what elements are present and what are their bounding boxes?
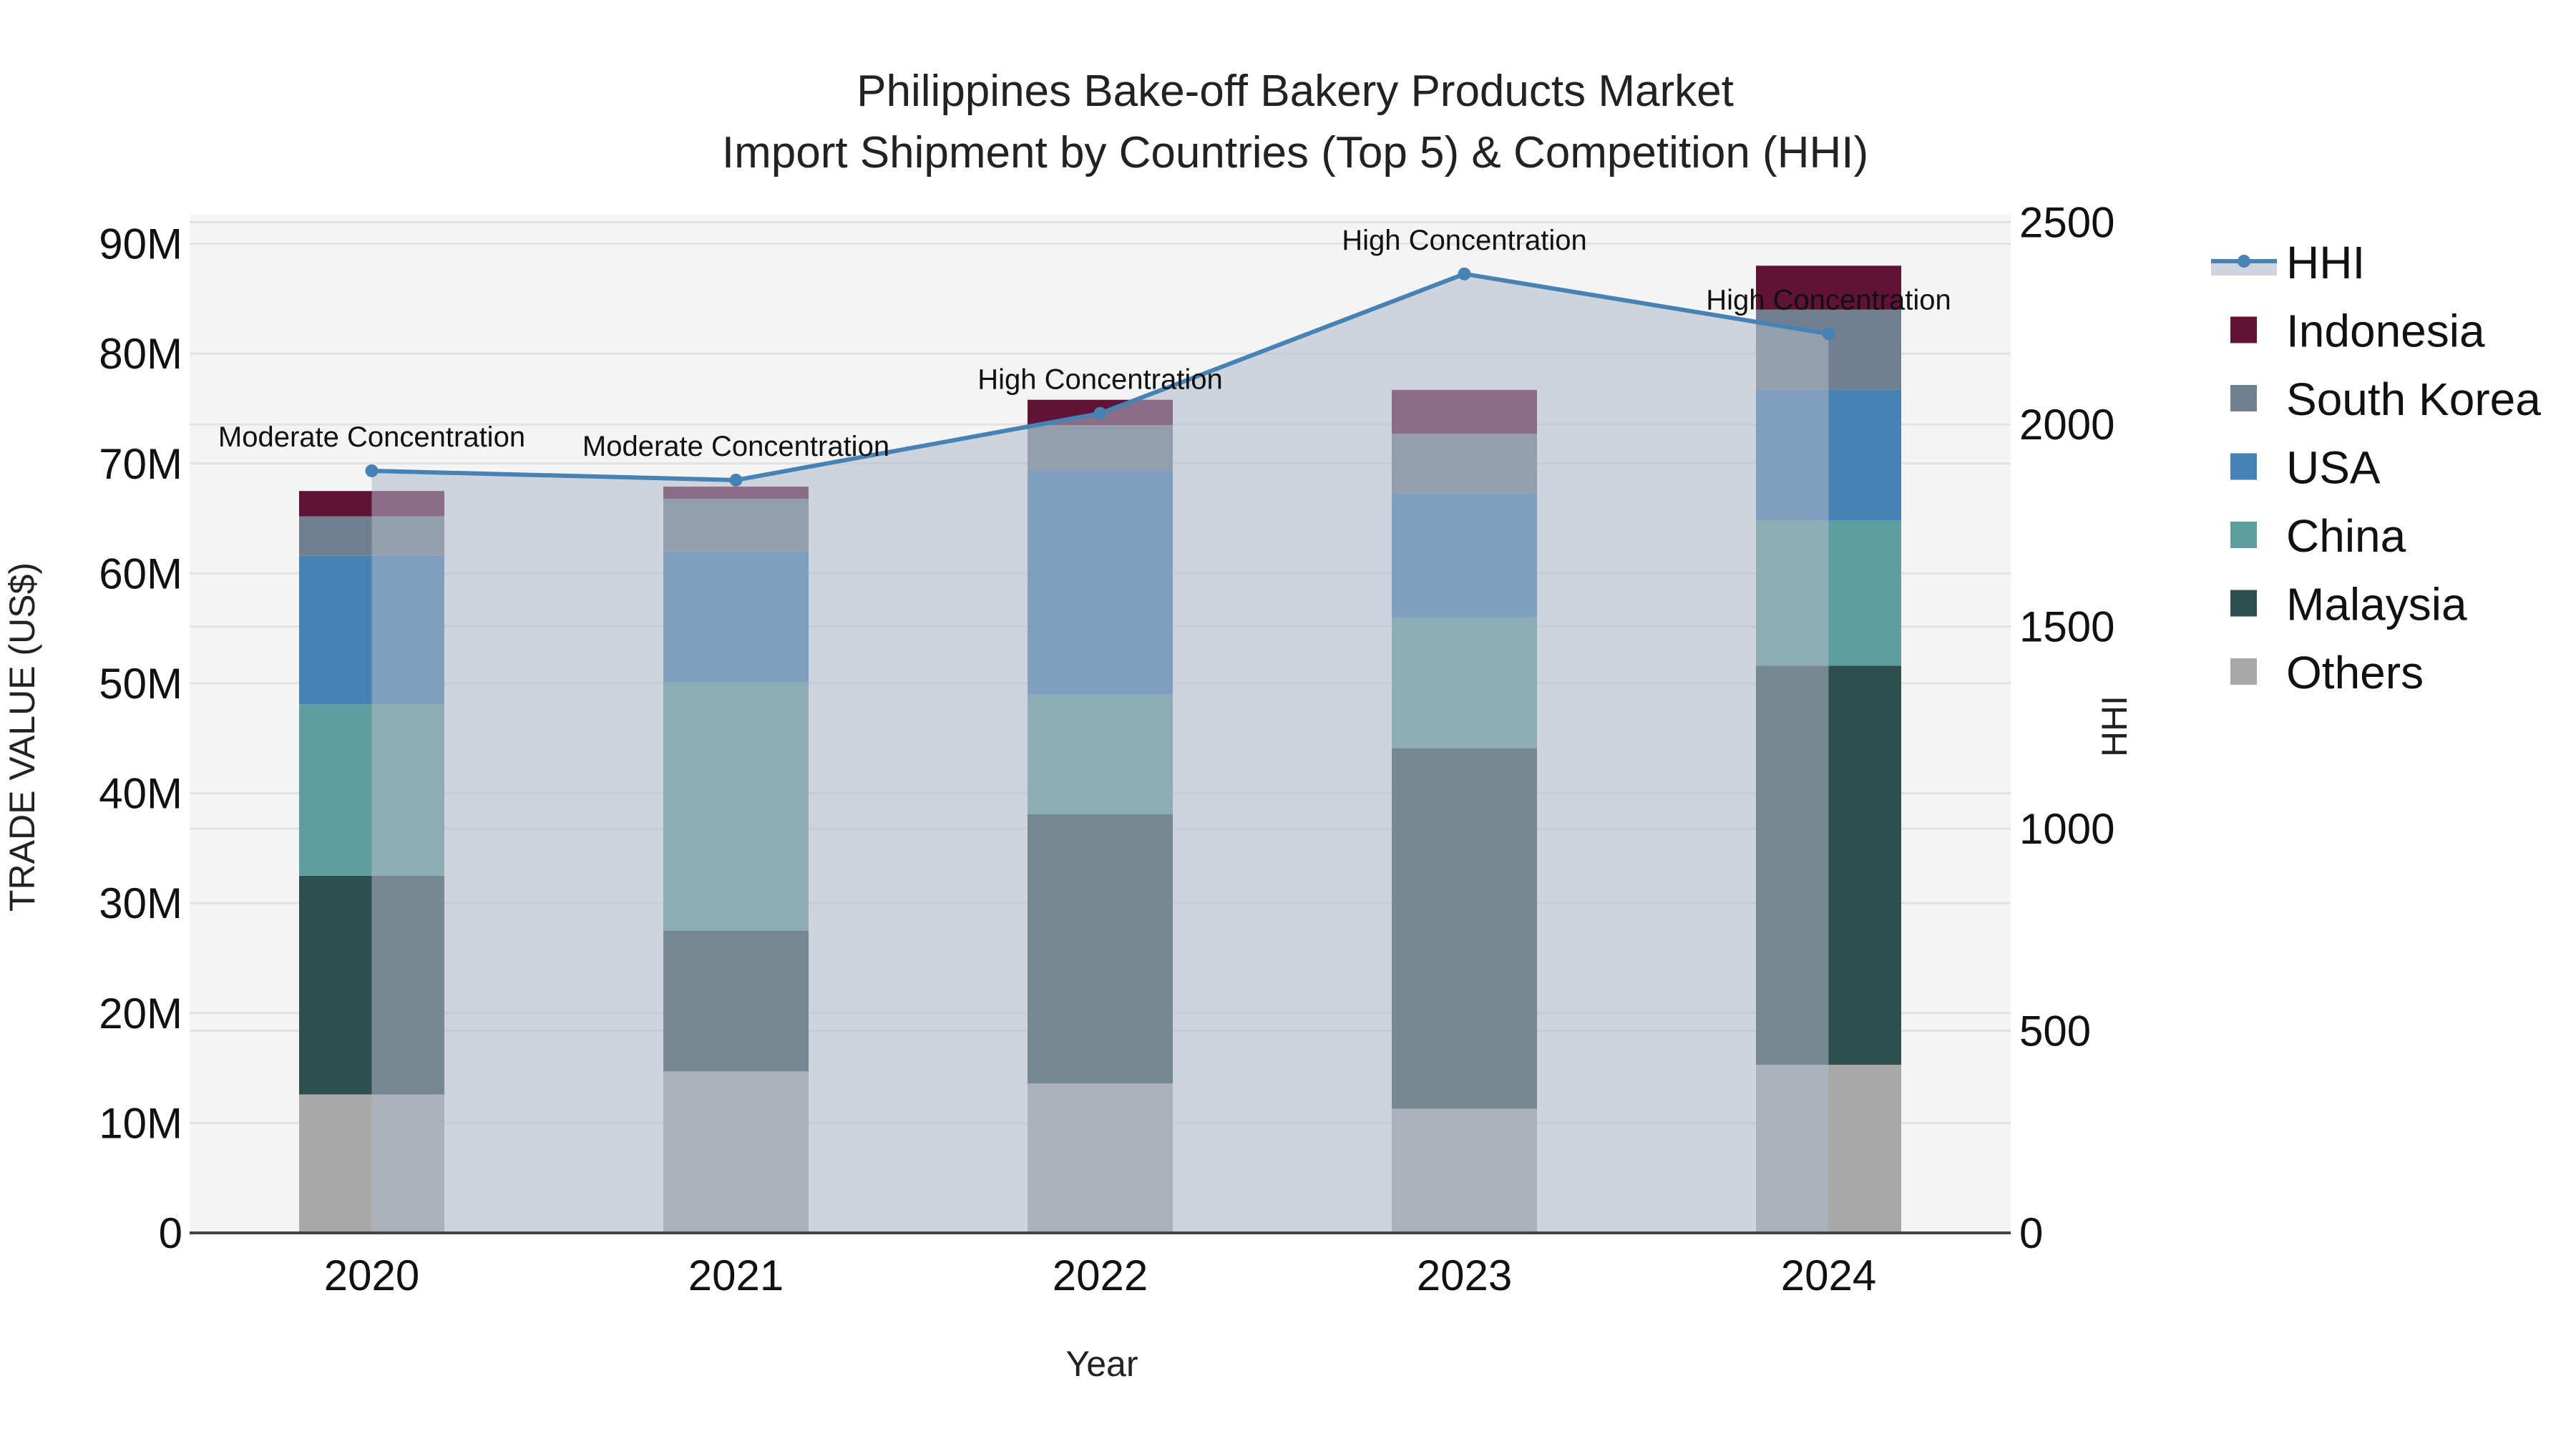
- y-tick-label: 0: [159, 1209, 182, 1257]
- legend-item-others[interactable]: Others: [2230, 647, 2424, 698]
- x-tick-label: 2020: [324, 1252, 419, 1299]
- hhi-marker[interactable]: [1093, 406, 1107, 420]
- y2-tick-label: 2500: [2019, 199, 2114, 247]
- y-axis-right: 0 500 1000 1500 2000 2500: [2019, 199, 2114, 1258]
- y-tick-label: 90M: [99, 220, 182, 268]
- legend-label: South Korea: [2286, 374, 2541, 425]
- y-tick-label: 80M: [99, 330, 182, 378]
- y2-tick-label: 2000: [2019, 401, 2114, 449]
- hhi-annotation: High Concentration: [1342, 225, 1586, 256]
- x-tick-label: 2024: [1781, 1252, 1876, 1299]
- y-tick-label: 30M: [99, 879, 182, 927]
- x-tick-label: 2023: [1417, 1252, 1512, 1299]
- legend-item-malaysia[interactable]: Malaysia: [2230, 579, 2467, 630]
- hhi-annotation: Moderate Concentration: [582, 431, 889, 462]
- legend-swatch-icon: [2230, 385, 2257, 411]
- y2-tick-label: 500: [2019, 1008, 2091, 1055]
- y-tick-label: 70M: [99, 440, 182, 488]
- y2-tick-label: 1500: [2019, 603, 2114, 651]
- chart-title-line2: Import Shipment by Countries (Top 5) & C…: [722, 128, 1868, 177]
- legend-item-usa[interactable]: USA: [2230, 442, 2381, 494]
- y2-tick-label: 0: [2019, 1209, 2043, 1257]
- legend-item-hhi[interactable]: HHI: [2211, 237, 2365, 288]
- y2-tick-label: 1000: [2019, 805, 2114, 853]
- legend-item-indonesia[interactable]: Indonesia: [2230, 306, 2485, 357]
- hhi-annotation: High Concentration: [977, 364, 1222, 396]
- legend-swatch-icon: [2230, 522, 2257, 548]
- hhi-annotation: High Concentration: [1706, 284, 1951, 316]
- x-axis-title: Year: [1065, 1344, 1138, 1384]
- x-axis: 2020 2021 2022 2023 2024: [324, 1252, 1876, 1299]
- legend: HHI Indonesia South Korea USA China Malaysia O…: [2211, 237, 2541, 698]
- x-tick-label: 2021: [688, 1252, 784, 1299]
- legend-swatch-icon: [2230, 316, 2257, 343]
- hhi-annotation: Moderate Concentration: [218, 421, 525, 453]
- hhi-marker[interactable]: [729, 473, 743, 487]
- hhi-marker[interactable]: [1458, 267, 1471, 280]
- legend-label: Indonesia: [2286, 306, 2485, 357]
- bar-segment-indonesia[interactable]: [1756, 265, 1901, 310]
- y-tick-label: 60M: [99, 550, 182, 597]
- y2-axis-title: HHI: [2094, 696, 2135, 757]
- chart-title-line1: Philippines Bake-off Bakery Products Mar…: [857, 67, 1734, 116]
- y-tick-label: 50M: [99, 660, 182, 708]
- legend-label: Malaysia: [2286, 579, 2467, 630]
- y-tick-label: 10M: [99, 1099, 182, 1147]
- x-tick-label: 2022: [1053, 1252, 1148, 1299]
- legend-swatch-icon: [2230, 453, 2257, 480]
- legend-label: HHI: [2286, 237, 2365, 288]
- y-axis-title: TRADE VALUE (US$): [2, 562, 42, 912]
- y-axis-left: 0 10M 20M 30M 40M 50M 60M 70M 80M 90M: [99, 220, 182, 1257]
- hhi-marker[interactable]: [365, 464, 379, 477]
- y-tick-label: 40M: [99, 770, 182, 818]
- plot-area: Moderate Concentration Moderate Concentra…: [190, 215, 2011, 1234]
- y-tick-label: 20M: [99, 990, 182, 1038]
- legend-marker-icon: [2238, 255, 2250, 268]
- hhi-area: [371, 273, 1829, 1233]
- legend-swatch-icon: [2230, 590, 2257, 617]
- legend-item-south-korea[interactable]: South Korea: [2230, 374, 2541, 425]
- legend-label: USA: [2286, 442, 2381, 494]
- legend-area-swatch: [2211, 261, 2277, 275]
- hhi-marker[interactable]: [1822, 327, 1835, 341]
- legend-label: Others: [2286, 647, 2424, 698]
- legend-item-china[interactable]: China: [2230, 510, 2406, 562]
- legend-label: China: [2286, 510, 2406, 562]
- legend-swatch-icon: [2230, 658, 2257, 685]
